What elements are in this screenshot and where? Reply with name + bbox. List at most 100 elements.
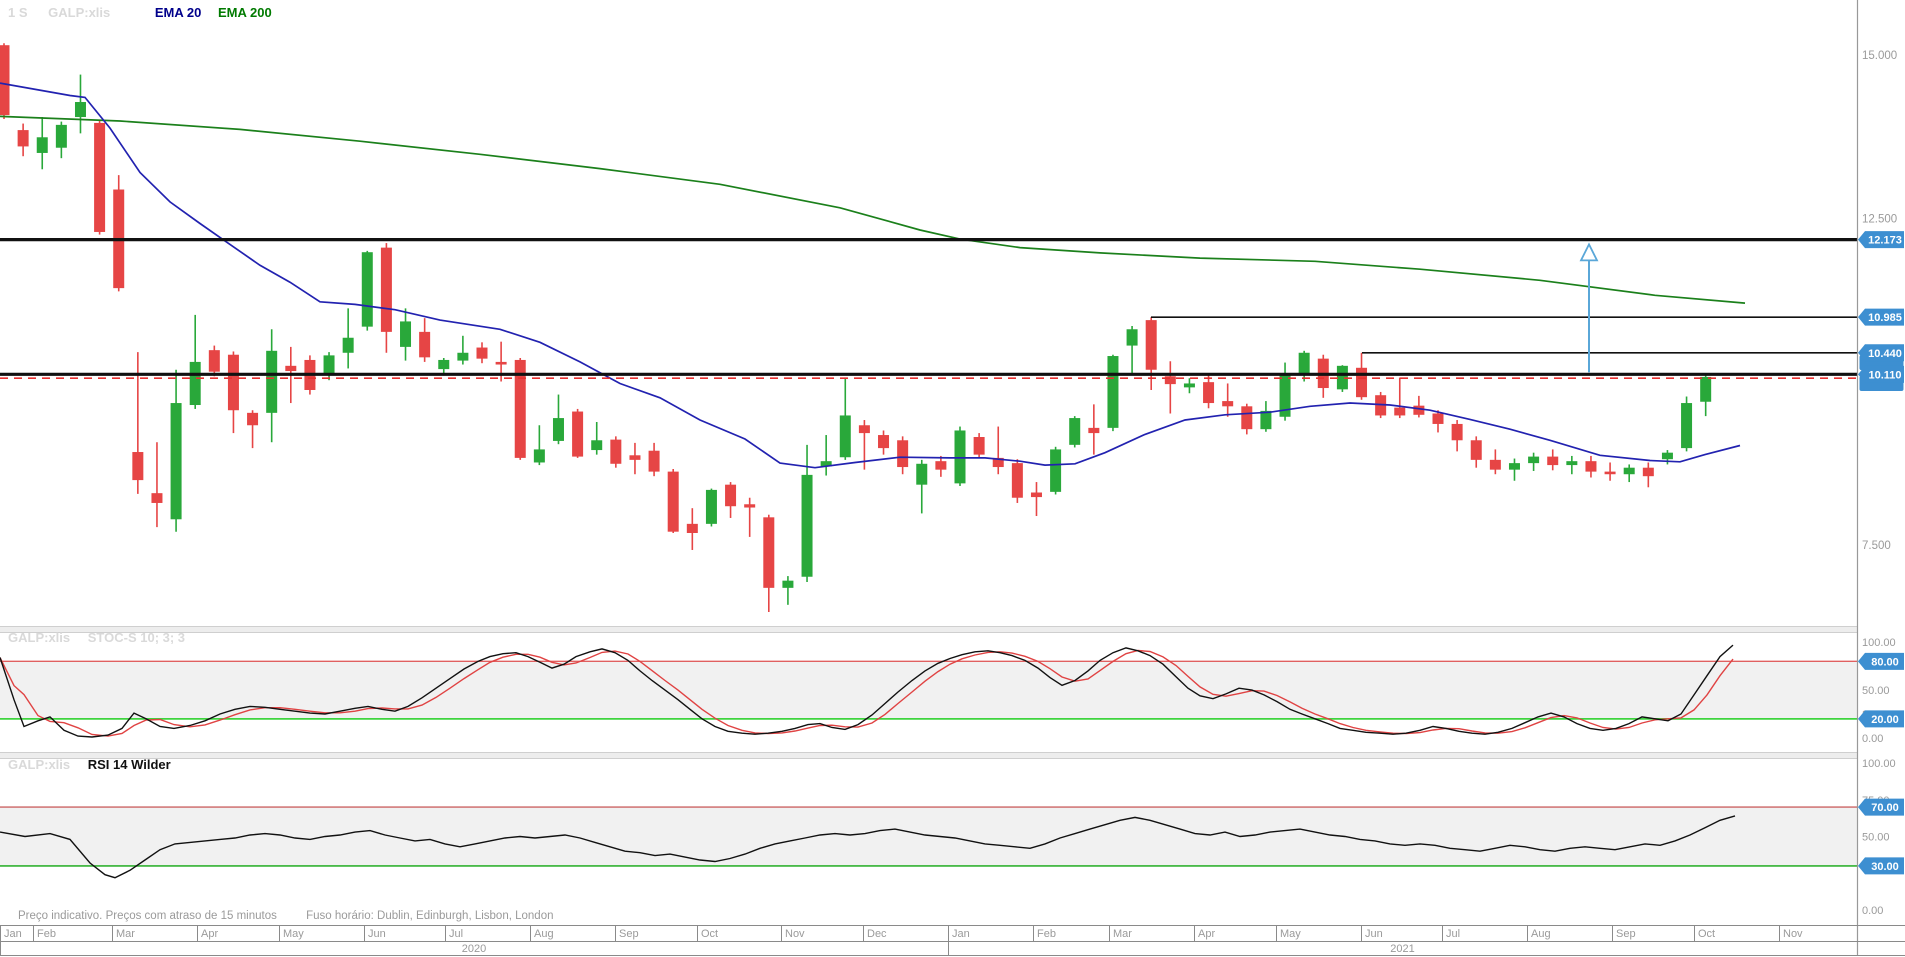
candle-down [725, 484, 737, 507]
ema200-legend[interactable]: EMA 200 [218, 5, 272, 20]
rsi-line [0, 815, 1736, 879]
candle-up [782, 580, 794, 588]
candle-down [629, 455, 641, 460]
month-label: Feb [1037, 928, 1056, 940]
stoch-axis-label: 100.00 [1862, 637, 1896, 649]
candle-up [1126, 329, 1138, 346]
candle-down [1164, 376, 1176, 385]
candle-up [1661, 452, 1673, 460]
panel-separator[interactable] [0, 752, 1857, 759]
candle-down [1203, 382, 1215, 404]
candle-down [1547, 456, 1559, 466]
price-axis-label: 12.500 [1862, 213, 1897, 225]
panel-separator[interactable] [0, 626, 1857, 633]
rsi-badge [1858, 798, 1904, 816]
candle-down [247, 412, 259, 426]
candle-up [1623, 467, 1635, 475]
stoch-badge [1858, 710, 1904, 728]
timeframe-label: 1 S [8, 5, 28, 20]
candle-up [533, 449, 545, 463]
rsi-symbol-watermark: GALP:xlis [8, 757, 71, 772]
candle-down [419, 331, 431, 358]
candle-down [1432, 413, 1444, 424]
candle-down [1030, 492, 1042, 498]
candle-down [1011, 463, 1023, 498]
price-delay-notice: Preço indicativo. Preços com atraso de 1… [18, 910, 277, 922]
stoch-k-line [0, 644, 1734, 738]
candle-down [1470, 440, 1482, 460]
candle-down [686, 523, 698, 533]
candle-up [1336, 365, 1348, 390]
month-label: Dec [867, 928, 887, 940]
month-label: Feb [37, 928, 56, 940]
candle-up [1681, 403, 1693, 449]
rsi-badge-text: 70.00 [1871, 802, 1899, 814]
candle-down [495, 361, 507, 365]
candle-up [820, 461, 832, 467]
rsi-panel [0, 806, 1857, 879]
month-label: Jul [1446, 928, 1460, 940]
month-label: Apr [1198, 928, 1215, 940]
candle-up [801, 474, 813, 577]
candle-up [1279, 374, 1291, 417]
candle-down [648, 450, 660, 472]
candle-up [954, 430, 966, 484]
price-badge [1858, 365, 1904, 383]
rsi-badge [1858, 857, 1904, 875]
candle-up [1298, 352, 1310, 375]
candle-down [1585, 461, 1597, 472]
candle-down [610, 439, 622, 464]
stoch-badge [1858, 652, 1904, 670]
up-arrow-head[interactable] [1579, 242, 1599, 262]
candle-up [400, 321, 412, 347]
candle-down [1356, 367, 1368, 398]
candle-down [1241, 406, 1253, 430]
month-label: Nov [785, 928, 805, 940]
candle-down [858, 425, 870, 434]
candle-down [380, 247, 392, 332]
month-label: Sep [1616, 928, 1636, 940]
stoch-symbol-watermark: GALP:xlis [8, 630, 71, 645]
candle-up [55, 124, 67, 148]
month-label: Oct [1698, 928, 1715, 940]
month-label: Oct [701, 928, 718, 940]
candle-up [361, 252, 373, 327]
price-panel [0, 43, 1857, 613]
month-label: Aug [1531, 928, 1551, 940]
candle-up [839, 415, 851, 458]
candle-up [552, 418, 564, 441]
candle-down [1451, 423, 1463, 441]
stoch-indicator-label: STOC-S 10; 3; 3 [87, 630, 186, 645]
candle-up [1107, 356, 1119, 428]
price-badge [1858, 231, 1904, 249]
candle-down [1413, 405, 1425, 415]
ema20-line[interactable] [0, 82, 1741, 469]
ema200-line[interactable] [0, 115, 1746, 304]
candle-down [878, 435, 890, 449]
stoch-axis-label: 50.00 [1862, 685, 1890, 697]
candle-down [151, 493, 163, 503]
month-label: Jan [952, 928, 970, 940]
price-badge [1858, 344, 1904, 362]
month-label: May [1280, 928, 1301, 940]
ema20-legend[interactable]: EMA 20 [154, 5, 202, 20]
month-label: Mar [1113, 928, 1132, 940]
price-axis-label: 15.000 [1862, 50, 1897, 62]
month-label: Jan [4, 928, 22, 940]
rsi-axis-label: 50.00 [1862, 832, 1890, 844]
candle-up [1508, 463, 1520, 470]
month-label: Mar [116, 928, 135, 940]
price-axis[interactable]: 15.00012.50010.0007.500100.0050.0025.000… [1856, 0, 1905, 955]
candle-up [36, 137, 48, 153]
rsi-axis-label: 100.00 [1862, 758, 1896, 770]
month-label: Jun [1365, 928, 1383, 940]
price-axis-label: 7.500 [1862, 540, 1891, 552]
time-axis[interactable]: Jan Feb Mar Apr May Jun Jul Aug Sep Oct Nov Dec Jan F… [0, 925, 1905, 956]
candle-down [992, 457, 1004, 468]
candle-up [189, 361, 201, 406]
candle-up [1260, 410, 1272, 430]
month-label: Aug [534, 928, 554, 940]
candle-up [1183, 383, 1195, 388]
